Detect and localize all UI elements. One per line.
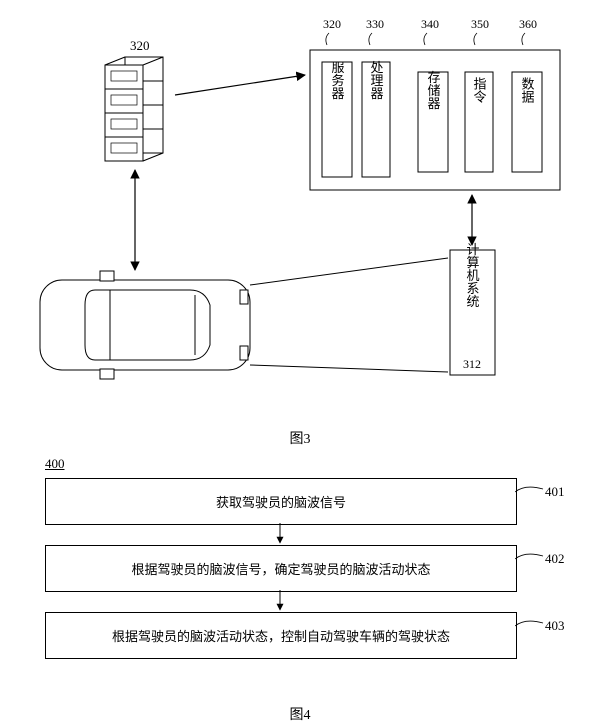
computer-system-label: 计算机系统	[465, 243, 480, 309]
car-icon	[40, 271, 250, 379]
component-column-label: 处理器	[369, 61, 384, 101]
flow-step-ref: 401	[545, 484, 565, 500]
component-column-label: 服务器	[330, 61, 345, 101]
flow-step-ref: 403	[545, 618, 565, 634]
projection-line-bottom	[250, 365, 448, 372]
figure3-caption: 图3	[0, 428, 600, 448]
flow-step-text: 根据驾驶员的脑波信号，确定驾驶员的脑波活动状态	[131, 559, 430, 578]
figure3-diagram: 320 320 330 340 350 360 服务器 处理器 存储器 指令 数据 计算机系统 …	[0, 0, 600, 420]
component-label: 320	[323, 17, 341, 31]
component-column-label: 存储器	[426, 71, 441, 111]
figure4-diagram: 400 获取驾驶员的脑波信号 401 根据驾驶员的脑波信号，确定驾驶员的脑波活动状态…	[0, 456, 600, 696]
flow-step-text: 获取驾驶员的脑波信号	[216, 492, 346, 511]
projection-line-top	[250, 258, 448, 285]
flow-step: 根据驾驶员的脑波信号，确定驾驶员的脑波活动状态	[45, 545, 517, 592]
component-box: 320 330 340 350 360 服务器 处理器 存储器 指令 数据	[310, 17, 560, 190]
flow-step-ref: 402	[545, 551, 565, 567]
component-column-label: 数据	[520, 77, 535, 103]
computer-system-number: 312	[463, 357, 481, 371]
component-label: 340	[421, 17, 439, 31]
flow-step-text: 根据驾驶员的脑波活动状态，控制自动驾驶车辆的驾驶状态	[112, 626, 450, 645]
server-stack-icon	[105, 57, 163, 161]
figure4-caption: 图4	[0, 704, 600, 724]
server-stack-label: 320	[130, 38, 150, 53]
computer-system-box: 计算机系统 312	[450, 243, 495, 376]
flow-step: 根据驾驶员的脑波活动状态，控制自动驾驶车辆的驾驶状态	[45, 612, 517, 659]
component-label: 330	[366, 17, 384, 31]
component-label: 360	[519, 17, 537, 31]
component-label: 350	[471, 17, 489, 31]
figure4-title-ref: 400	[45, 456, 65, 472]
page: 320 320 330 340 350 360 服务器 处理器 存储器 指令 数据 计算机系统 …	[0, 0, 600, 706]
arrow-server-components	[175, 75, 305, 95]
component-column-label: 指令	[472, 77, 487, 104]
flow-step: 获取驾驶员的脑波信号	[45, 478, 517, 525]
